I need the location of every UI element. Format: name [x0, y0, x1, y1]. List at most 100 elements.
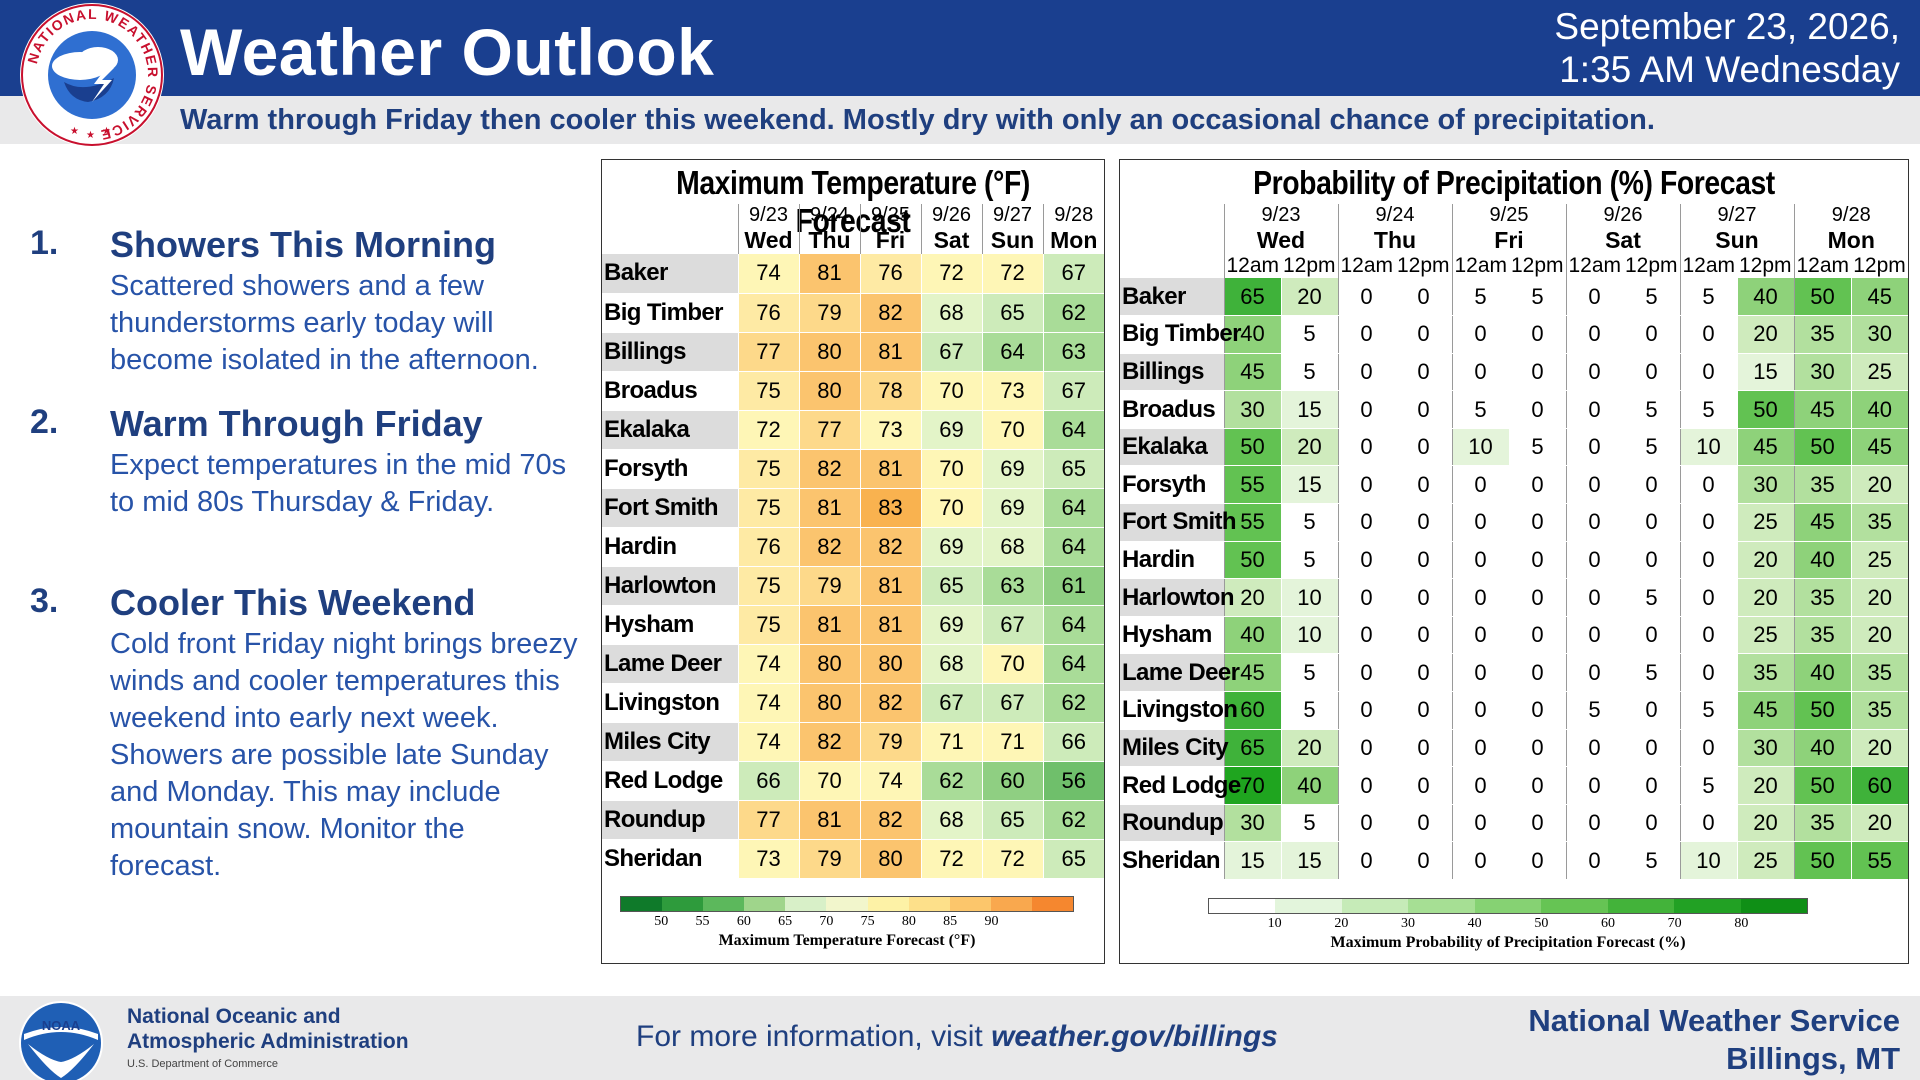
noaa-name-line1: National Oceanic and	[127, 1005, 341, 1028]
temperature-cell: 62	[1042, 683, 1104, 723]
precipitation-cell: 0	[1679, 578, 1737, 617]
precipitation-cell: 40	[1793, 729, 1851, 768]
precipitation-cell: 0	[1394, 653, 1452, 693]
temperature-row: Baker 74 81 76 72 72 67	[602, 254, 1104, 294]
precipitation-cell: 0	[1337, 465, 1395, 505]
precipitation-cell: 20	[1736, 541, 1794, 580]
period-header: 12am	[1451, 254, 1509, 278]
info-link[interactable]: weather.gov/billings	[991, 1020, 1278, 1053]
city-name: Red Lodge	[1120, 766, 1241, 805]
temperature-cell: 65	[1042, 839, 1104, 879]
precipitation-row: Hardin 50 5 0 0 0 0 0 0 0 20 40 25	[1120, 541, 1908, 580]
precipitation-cell: 45	[1793, 503, 1851, 542]
precipitation-cell: 0	[1565, 578, 1623, 617]
bullet-text: Expect temperatures in the mid 70s to mi…	[110, 449, 567, 518]
precipitation-table-head: 9/23 9/24 9/25 9/26 9/27 9/28 Wed Thu Fri Sat Sun M…	[1120, 204, 1908, 278]
temperature-cell: 64	[1042, 605, 1104, 645]
temperature-cell: 60	[981, 761, 1043, 801]
day-header: Thu	[798, 227, 860, 254]
period-header: 12pm	[1738, 254, 1792, 277]
legend-swatch	[949, 897, 991, 911]
precipitation-cell: 5	[1622, 841, 1680, 880]
temperature-row: Harlowton 75 79 81 65 63 61	[602, 566, 1104, 606]
city-name: Billings	[602, 332, 738, 372]
precipitation-cell: 20	[1223, 578, 1281, 617]
precipitation-cell: 45	[1223, 353, 1281, 392]
precipitation-cell: 5	[1622, 578, 1680, 617]
temperature-row: Roundup 77 81 82 68 65 62	[602, 800, 1104, 840]
precipitation-cell: 0	[1451, 315, 1509, 354]
department-name: U.S. Department of Commerce	[127, 1058, 278, 1070]
footer: NOAA National Oceanic and Atmospheric Ad…	[0, 996, 1920, 1080]
date-header: 9/26	[1565, 204, 1680, 227]
precipitation-cell: 35	[1850, 691, 1908, 730]
bullet-number: 3.	[30, 582, 59, 620]
precipitation-cell: 0	[1337, 315, 1395, 354]
precipitation-cell: 0	[1679, 616, 1737, 655]
temperature-cell: 80	[798, 683, 860, 723]
temperature-row: Fort Smith 75 81 83 70 69 64	[602, 488, 1104, 528]
period-header: 12pm	[1282, 254, 1336, 277]
precipitation-forecast-panel: Probability of Precipitation (%) Forecas…	[1119, 159, 1909, 964]
temperature-cell: 74	[737, 644, 799, 684]
precipitation-cell: 0	[1508, 353, 1566, 392]
temperature-cell: 82	[859, 683, 921, 723]
period-header: 12pm	[1510, 254, 1564, 277]
temperature-cell: 69	[981, 449, 1043, 489]
temperature-cell: 75	[737, 488, 799, 528]
temperature-cell: 79	[859, 722, 921, 762]
precipitation-row: Billings 45 5 0 0 0 0 0 0 0 15 30 25	[1120, 353, 1908, 392]
precipitation-cell: 50	[1793, 766, 1851, 805]
temperature-cell: 62	[1042, 800, 1104, 840]
temperature-cell: 75	[737, 449, 799, 489]
precipitation-cell: 0	[1508, 503, 1566, 542]
temperature-cell: 56	[1042, 761, 1104, 801]
precipitation-cell: 40	[1280, 766, 1338, 805]
precipitation-cell: 0	[1394, 841, 1452, 880]
header-spacer	[1120, 254, 1224, 278]
temperature-cell: 69	[920, 410, 982, 450]
precipitation-cell: 5	[1508, 428, 1566, 467]
temperature-row: Broadus 75 80 78 70 73 67	[602, 371, 1104, 411]
temperature-cell: 79	[798, 839, 860, 879]
day-header: Wed	[1223, 227, 1338, 254]
precipitation-cell: 5	[1280, 315, 1338, 354]
city-name: Harlowton	[602, 566, 738, 606]
precipitation-cell: 0	[1337, 541, 1395, 580]
legend-tick: 40	[1467, 916, 1482, 931]
precipitation-cell: 0	[1394, 691, 1452, 730]
legend-swatch	[785, 897, 827, 911]
precipitation-cell: 0	[1565, 616, 1623, 655]
legend-tick: 85	[943, 914, 958, 929]
period-header: 12pm	[1853, 254, 1906, 277]
office-line2: Billings, MT	[1726, 1041, 1900, 1076]
date-header: 9/27	[981, 204, 1043, 227]
temperature-cell: 69	[981, 488, 1043, 528]
precipitation-cell: 0	[1622, 465, 1680, 505]
temperature-cell: 82	[859, 293, 921, 333]
legend-tick: 60	[736, 914, 751, 929]
outlook-subtitle: Warm through Friday then cooler this wee…	[180, 104, 1655, 136]
city-name: Lame Deer	[1120, 653, 1240, 693]
temperature-cell: 70	[798, 761, 860, 801]
temperature-cell: 63	[1042, 332, 1104, 372]
temperature-cell: 71	[920, 722, 982, 762]
temperature-cell: 72	[737, 410, 799, 450]
precipitation-cell: 0	[1337, 804, 1395, 843]
precipitation-cell: 0	[1565, 729, 1623, 768]
temperature-cell: 67	[1042, 254, 1104, 294]
legend-swatch	[1541, 899, 1608, 913]
period-header: 12am	[1679, 254, 1737, 278]
precipitation-cell: 0	[1508, 841, 1566, 880]
precipitation-cell: 0	[1451, 653, 1509, 693]
temperature-cell: 61	[1042, 566, 1104, 606]
precipitation-cell: 0	[1337, 616, 1395, 655]
precipitation-cell: 0	[1622, 541, 1680, 580]
bullet-heading: Cooler This Weekend	[110, 582, 476, 623]
temperature-cell: 81	[798, 254, 860, 294]
legend-tick: 10	[1267, 916, 1282, 931]
temperature-cell: 81	[798, 488, 860, 528]
date-header-row: 9/23 9/24 9/25 9/26 9/27 9/28	[602, 204, 1104, 227]
legend-swatch	[826, 897, 868, 911]
city-name: Forsyth	[602, 449, 738, 489]
